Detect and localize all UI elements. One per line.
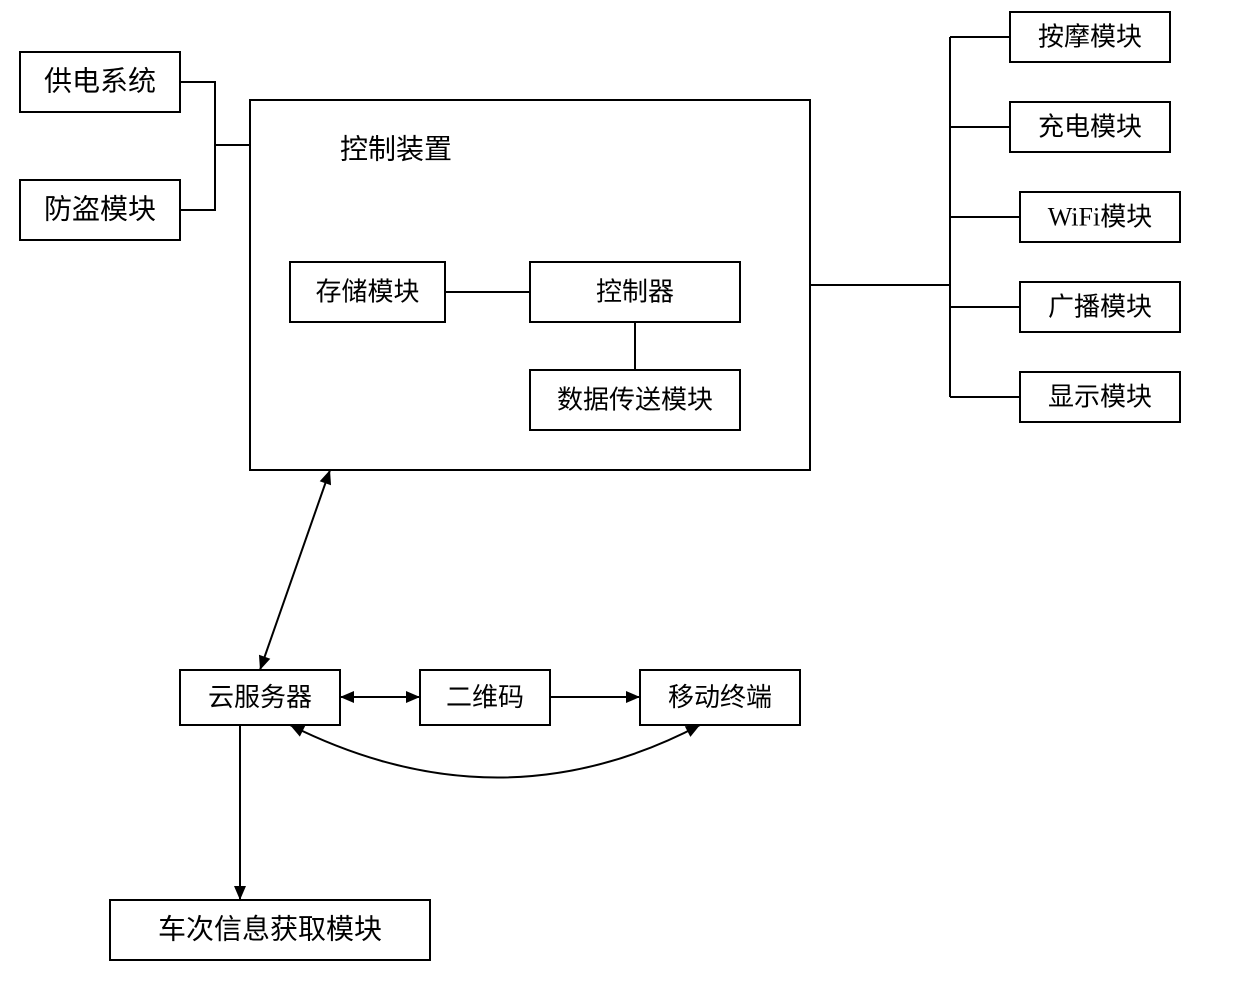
massage-label: 按摩模块 [1038,23,1142,52]
antitheft-label: 防盗模块 [44,194,156,226]
control-device-label: 控制装置 [340,134,452,166]
power-label: 供电系统 [44,66,156,98]
qrcode-label: 二维码 [446,683,524,712]
cloud-label: 云服务器 [208,683,312,712]
wifi-label: WiFi模块 [1048,203,1152,232]
charge-label: 充电模块 [1038,113,1142,142]
datatx-label: 数据传送模块 [557,386,713,415]
trip-label: 车次信息获取模块 [158,914,382,946]
broadcast-label: 广播模块 [1048,293,1152,322]
storage-label: 存储模块 [315,278,419,307]
mobile-label: 移动终端 [668,683,772,712]
controller-label: 控制器 [596,278,674,307]
display-label: 显示模块 [1048,383,1152,412]
